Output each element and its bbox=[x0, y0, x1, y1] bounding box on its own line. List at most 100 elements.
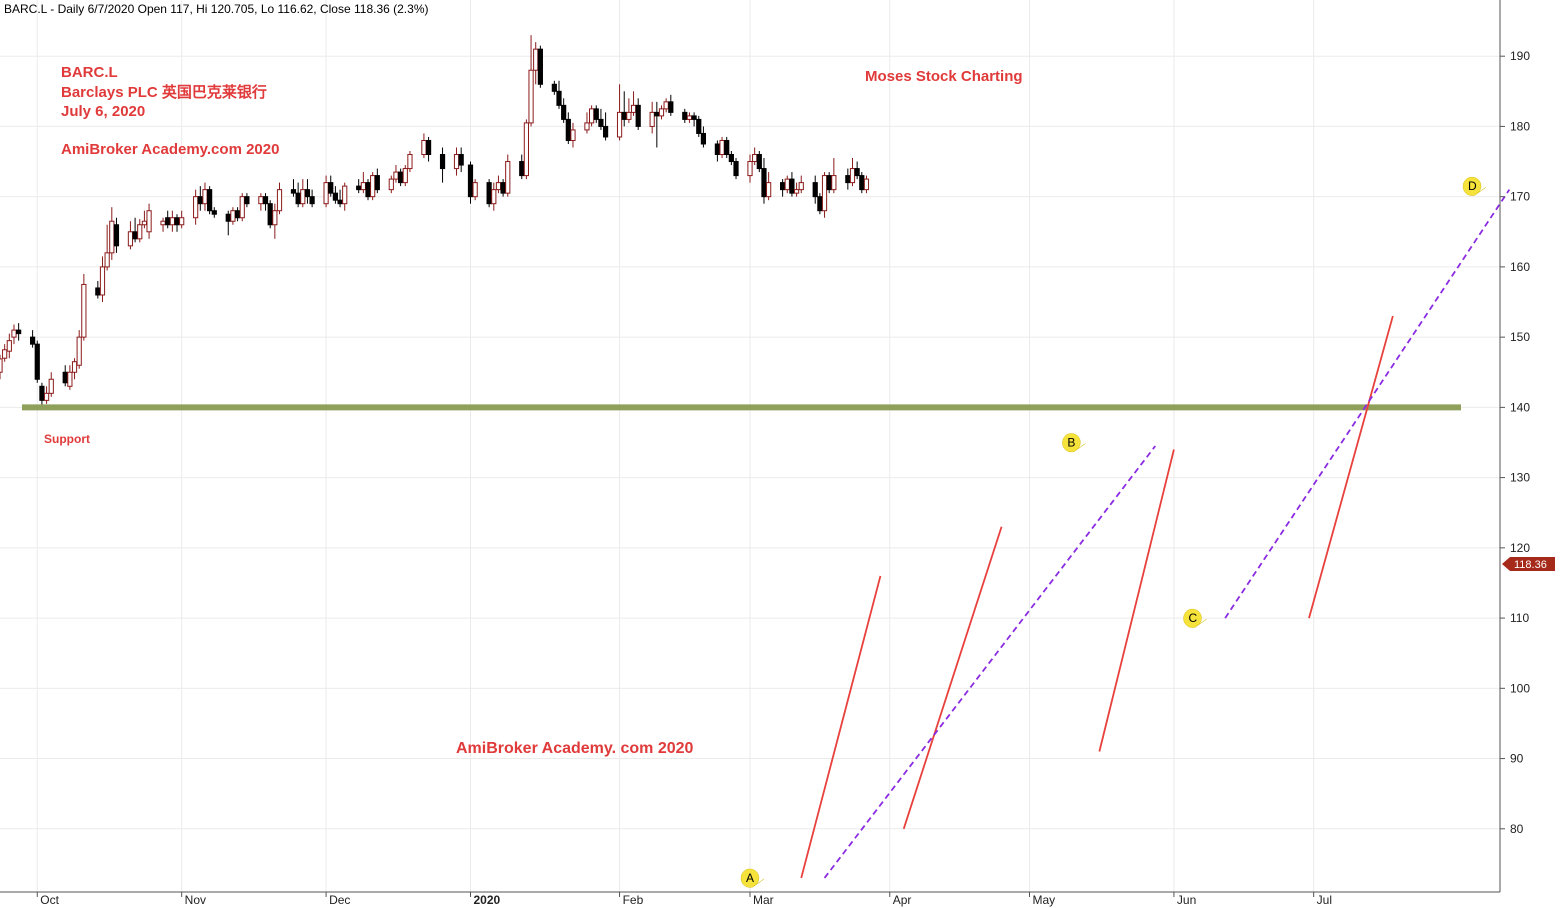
candle bbox=[304, 179, 311, 204]
marker-bubble bbox=[1183, 608, 1207, 628]
candle bbox=[505, 154, 511, 197]
marker-c: C bbox=[1183, 608, 1207, 628]
candle bbox=[561, 98, 567, 123]
candle bbox=[523, 119, 529, 180]
candle bbox=[360, 172, 366, 194]
candle bbox=[174, 214, 180, 232]
candle bbox=[766, 172, 772, 201]
candle bbox=[179, 210, 185, 229]
candle bbox=[793, 182, 800, 197]
candle-body-up bbox=[202, 189, 208, 205]
candle bbox=[551, 80, 557, 95]
y-tick-label: 120 bbox=[1510, 541, 1530, 555]
marker-label: D bbox=[1468, 179, 1477, 193]
y-tick-label: 140 bbox=[1510, 400, 1530, 414]
candle bbox=[165, 210, 171, 229]
candle bbox=[817, 193, 823, 215]
candle bbox=[393, 165, 399, 183]
y-tick-label: 160 bbox=[1510, 260, 1530, 274]
candle-body-down bbox=[132, 231, 138, 240]
candle bbox=[11, 324, 17, 345]
candle-body-up bbox=[798, 182, 804, 191]
candle bbox=[48, 372, 54, 397]
candle bbox=[113, 217, 120, 253]
candle-body-down bbox=[598, 118, 604, 127]
candle-body-down bbox=[602, 125, 609, 138]
candle-body-up bbox=[849, 168, 856, 184]
candle-body-down bbox=[425, 139, 432, 156]
brand-top-label: AmiBroker Academy.com 2020 bbox=[61, 141, 279, 158]
candle bbox=[2, 344, 8, 362]
candle bbox=[207, 186, 213, 215]
candle-body-down bbox=[519, 161, 525, 177]
candle bbox=[845, 168, 851, 190]
candle-body-down bbox=[761, 168, 767, 198]
candle bbox=[402, 165, 408, 187]
candle bbox=[425, 136, 432, 162]
candle-body-up bbox=[193, 196, 199, 219]
candle bbox=[332, 186, 339, 204]
candle-body-down bbox=[174, 217, 180, 226]
candle bbox=[719, 136, 725, 159]
candle bbox=[146, 203, 152, 239]
candle-body-up bbox=[831, 175, 837, 191]
candle bbox=[407, 151, 413, 173]
candle bbox=[30, 330, 36, 348]
candle-body-up bbox=[589, 108, 595, 124]
candle-body-down bbox=[356, 185, 362, 191]
candle-body-up bbox=[258, 196, 264, 205]
candle bbox=[95, 280, 101, 299]
candle bbox=[467, 161, 474, 204]
candle-body-up bbox=[104, 252, 110, 268]
candle-body-up bbox=[393, 171, 399, 180]
candle bbox=[356, 179, 362, 194]
candle bbox=[34, 340, 40, 383]
candle-body-down bbox=[682, 111, 688, 120]
candle bbox=[500, 179, 506, 197]
candle bbox=[76, 330, 82, 369]
candle bbox=[374, 168, 380, 194]
candle bbox=[39, 382, 45, 408]
red-trend-line bbox=[800, 575, 882, 879]
x-tick-label: Oct bbox=[40, 893, 59, 907]
candle bbox=[598, 108, 604, 130]
candle-body-up bbox=[160, 220, 166, 226]
candle-body-up bbox=[584, 122, 590, 131]
candle bbox=[789, 172, 795, 197]
candle bbox=[323, 175, 329, 208]
candle-body-down bbox=[332, 192, 339, 201]
candle-body-down bbox=[486, 182, 492, 205]
candle bbox=[528, 35, 534, 127]
candle-body-up bbox=[616, 111, 623, 138]
candle-body-down bbox=[700, 132, 707, 145]
candle bbox=[169, 210, 175, 232]
candle bbox=[491, 182, 497, 211]
candle-body-up bbox=[370, 175, 376, 198]
candle-body-down bbox=[756, 154, 762, 170]
candle-body-up bbox=[71, 361, 78, 373]
candle bbox=[337, 189, 343, 208]
candle bbox=[724, 136, 730, 159]
candle bbox=[137, 219, 143, 243]
y-tick-label: 90 bbox=[1510, 752, 1524, 766]
candle bbox=[290, 179, 297, 197]
y-tick-label: 110 bbox=[1510, 611, 1529, 625]
candle bbox=[104, 224, 110, 271]
candle bbox=[854, 161, 860, 180]
candle-body-down bbox=[309, 196, 315, 205]
candle-body-up bbox=[784, 178, 790, 191]
y-tick-label: 170 bbox=[1510, 190, 1530, 204]
candle bbox=[784, 175, 790, 194]
candle bbox=[244, 193, 250, 208]
candle-body-down bbox=[337, 199, 343, 205]
candle-body-down bbox=[290, 189, 297, 194]
candle-body-down bbox=[733, 161, 739, 177]
candle bbox=[621, 91, 627, 127]
candle-body-down bbox=[537, 48, 543, 85]
candle bbox=[519, 154, 525, 180]
candle-body-down bbox=[845, 175, 851, 184]
candle-body-up bbox=[528, 69, 534, 124]
candle bbox=[556, 80, 562, 109]
candle bbox=[584, 112, 590, 134]
candle-body-up bbox=[649, 111, 655, 127]
